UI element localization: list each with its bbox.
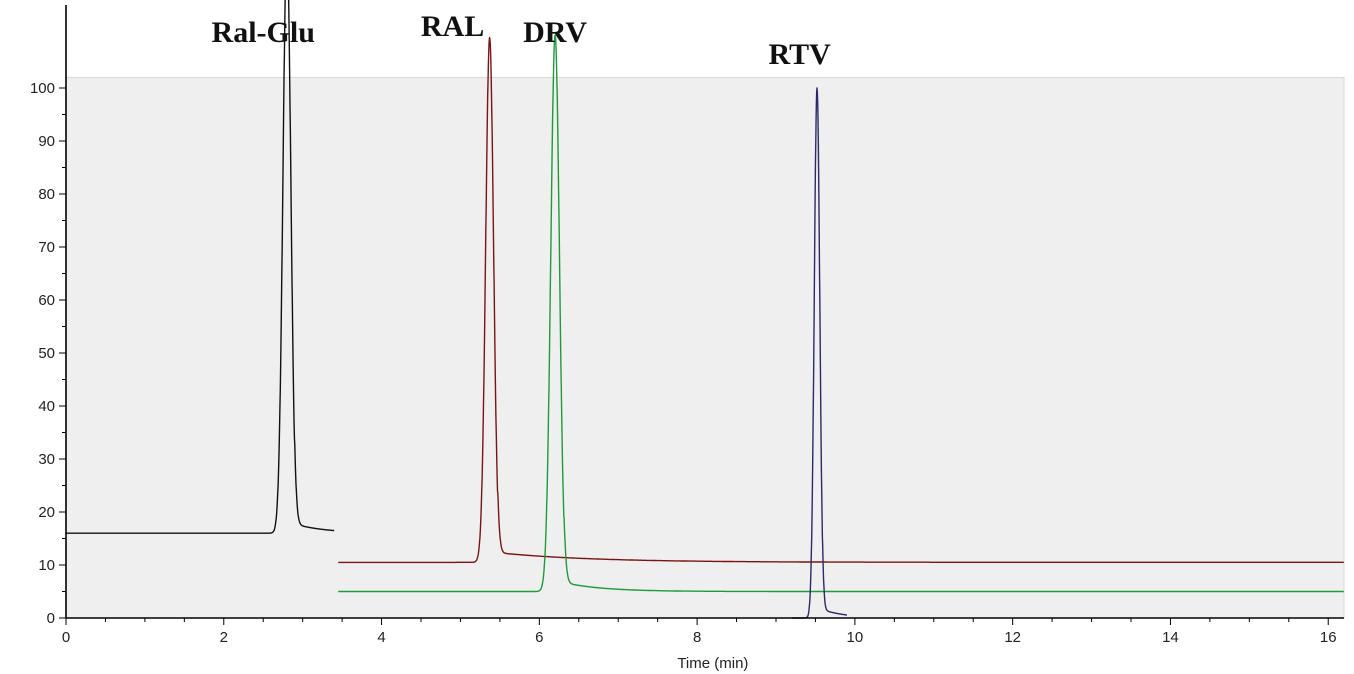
x-tick-label: 2 (220, 629, 228, 646)
y-tick-label: 80 (38, 186, 55, 203)
peak-label: DRV (523, 16, 587, 49)
y-tick-label: 60 (38, 292, 55, 309)
trace-drv (337, 34, 1345, 593)
x-tick-label: 8 (693, 629, 701, 646)
y-tick-label: 20 (38, 504, 55, 521)
x-axis-title: Time (min) (677, 655, 748, 672)
peak-label: RTV (769, 38, 832, 71)
x-tick-label: 12 (1004, 629, 1021, 646)
peak-labels: Ral-Glu RAL DRV RTV (212, 10, 832, 71)
y-tick-label: 0 (47, 610, 55, 627)
x-tick-label: 6 (535, 629, 543, 646)
peak-label: RAL (421, 10, 484, 43)
x-tick-label: 14 (1162, 629, 1179, 646)
y-axis-ticks: 0 10 20 30 40 50 60 70 80 90 100 (30, 80, 66, 627)
trace-ral-glu (65, 0, 335, 534)
x-tick-label: 16 (1320, 629, 1337, 646)
x-tick-label: 4 (377, 629, 385, 646)
y-tick-label: 40 (38, 398, 55, 415)
y-tick-label: 90 (38, 133, 55, 150)
y-tick-label: 70 (38, 239, 55, 256)
x-tick-label: 10 (847, 629, 864, 646)
y-tick-label: 30 (38, 451, 55, 468)
y-tick-label: 100 (30, 80, 55, 97)
y-tick-label: 50 (38, 345, 55, 362)
x-axis-ticks: 0 2 4 6 8 10 12 14 16 (62, 618, 1337, 646)
x-tick-label: 0 (62, 629, 70, 646)
peak-label: Ral-Glu (212, 16, 315, 49)
y-tick-label: 10 (38, 557, 55, 574)
plot-area (65, 76, 1345, 619)
trace-ral (337, 36, 1345, 564)
